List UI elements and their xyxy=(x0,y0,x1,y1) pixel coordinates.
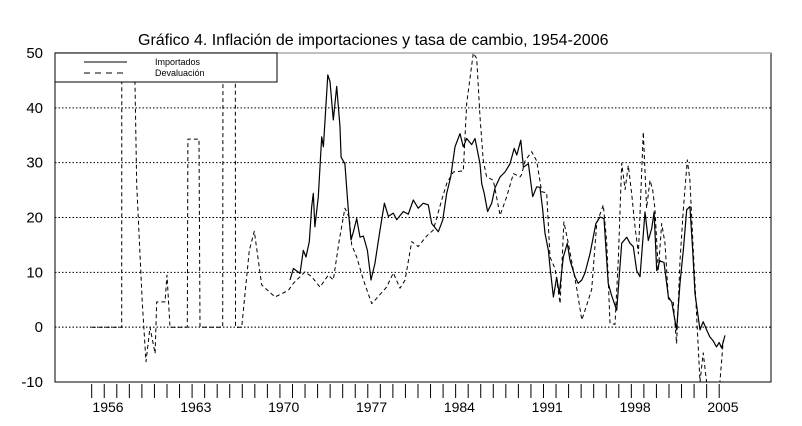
legend-label-importados: Importados xyxy=(155,57,201,67)
x-tick-label: 1998 xyxy=(620,399,651,415)
legend-box xyxy=(54,52,278,83)
y-tick-label: 50 xyxy=(26,45,43,62)
x-tick-label: 1963 xyxy=(180,399,211,415)
legend-label-devaluacion: Devaluación xyxy=(155,68,205,78)
y-tick-label: 0 xyxy=(35,319,43,336)
x-tick-label: 2005 xyxy=(707,399,738,415)
series-line-importados xyxy=(289,74,726,349)
legend: Importados Devaluación xyxy=(54,52,278,83)
y-tick-label: 40 xyxy=(26,100,43,117)
y-tick-label: 30 xyxy=(26,155,43,172)
y-axis-ticks: 50 40 30 20 10 0 -10 xyxy=(21,45,43,391)
x-axis-ticks: 1956 1963 1970 1977 1984 1991 1998 2005 xyxy=(91,384,739,415)
x-tick-label: 1991 xyxy=(532,399,563,415)
series-line-devaluacion xyxy=(91,53,724,382)
chart-title: Gráfico 4. Inflación de importaciones y … xyxy=(138,32,609,49)
y-tick-label: 20 xyxy=(26,210,43,227)
gridlines xyxy=(55,107,771,328)
x-tick-label: 1977 xyxy=(356,399,387,415)
x-tick-label: 1956 xyxy=(92,399,123,415)
y-tick-label: 10 xyxy=(26,264,43,281)
series-lines xyxy=(91,53,726,382)
x-tick-label: 1984 xyxy=(444,399,475,415)
x-tick-label: 1970 xyxy=(268,399,299,415)
y-tick-label: -10 xyxy=(21,374,43,391)
